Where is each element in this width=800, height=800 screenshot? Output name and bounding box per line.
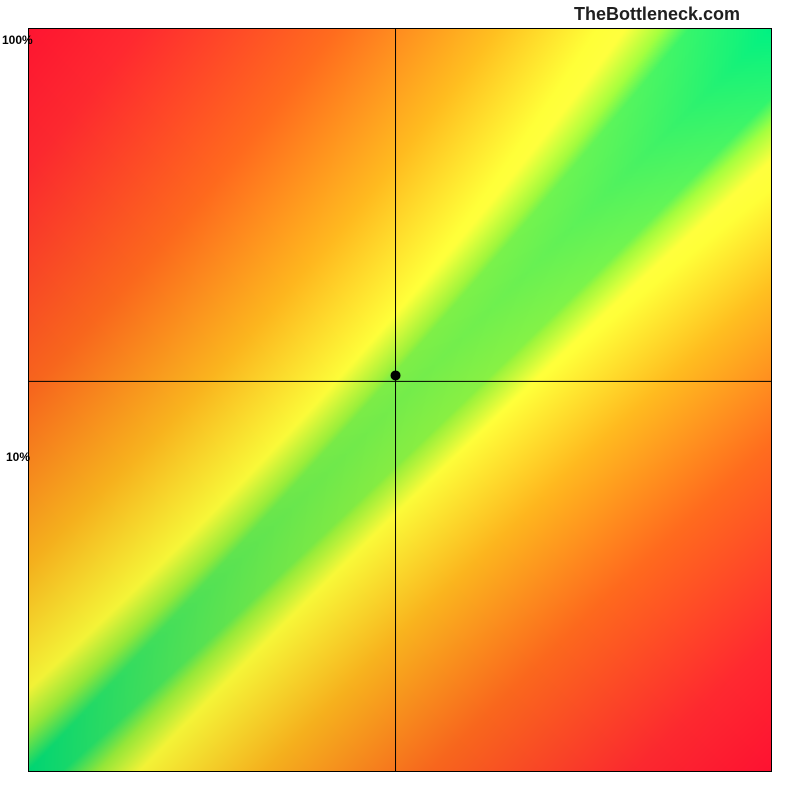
watermark-text: TheBottleneck.com — [574, 4, 740, 25]
heatmap-plot — [28, 28, 772, 772]
heatmap-canvas — [28, 28, 772, 772]
y-axis-label-10: 10% — [6, 450, 30, 464]
y-axis-label-100: 100% — [2, 33, 33, 47]
